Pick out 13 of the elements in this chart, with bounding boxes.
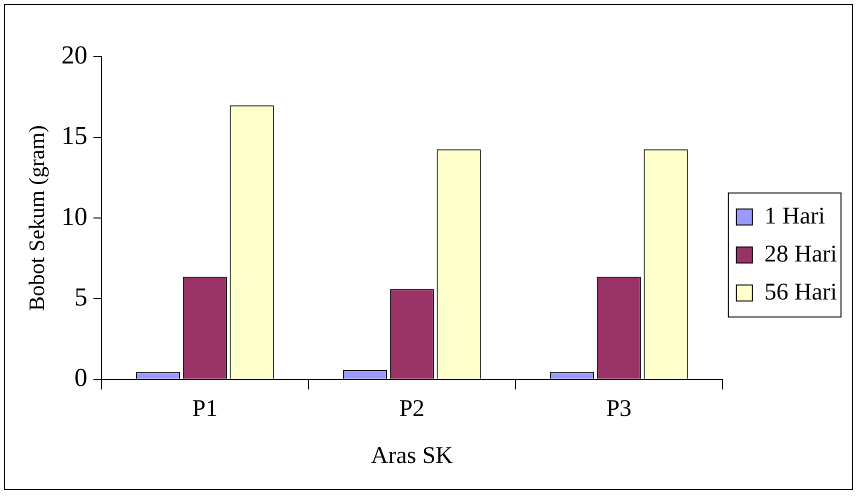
y-tick-label: 20: [61, 40, 88, 70]
y-tick-label: 10: [61, 202, 88, 231]
y-tick-label: 0: [74, 363, 88, 392]
y-tick-label: 15: [61, 121, 88, 150]
y-axis-title: Bobot Sekum (gram): [24, 125, 49, 311]
legend-label: 56 Hari: [764, 279, 838, 306]
x-tick-label: P3: [606, 396, 632, 422]
x-axis-title: Aras SK: [370, 442, 454, 469]
legend-label: 1 Hari: [764, 203, 826, 230]
x-tick-label: P2: [399, 396, 425, 422]
legend-label: 28 Hari: [764, 241, 838, 268]
y-tick-label: 5: [74, 282, 88, 312]
x-tick-label: P1: [192, 396, 218, 422]
